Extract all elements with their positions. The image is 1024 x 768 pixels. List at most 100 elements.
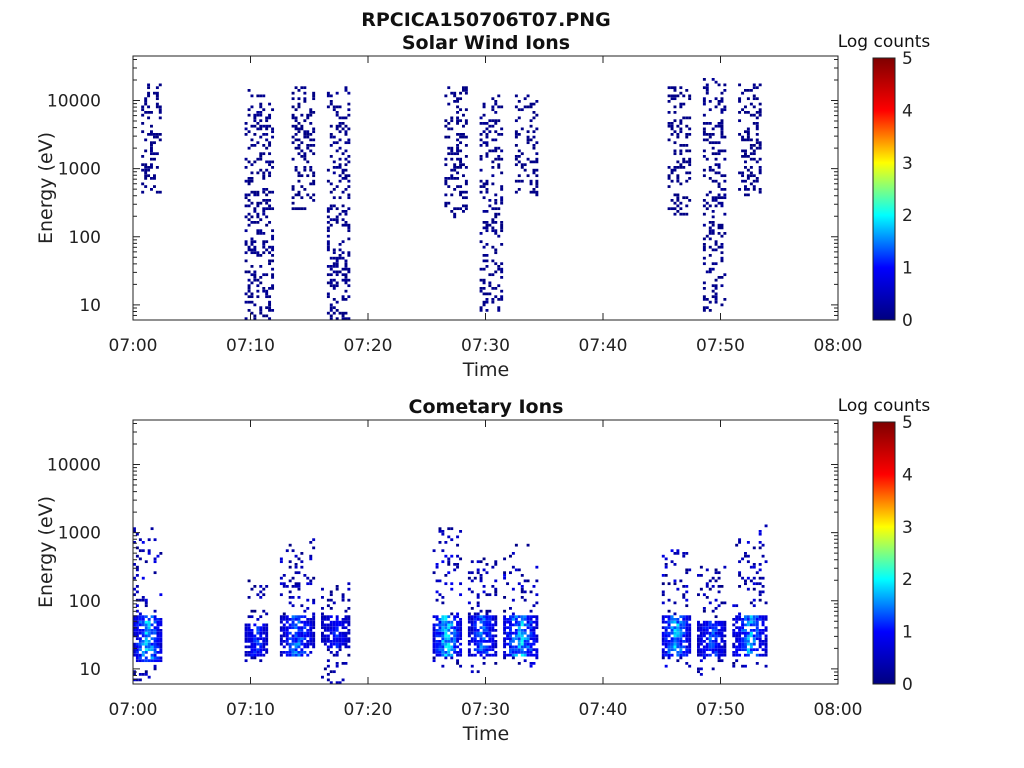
heatmap-cell <box>705 620 709 624</box>
heatmap-cell <box>746 648 750 652</box>
heatmap-cell <box>291 626 295 630</box>
heatmap-cell <box>456 185 460 188</box>
heatmap-cell <box>453 642 457 646</box>
heatmap-cell <box>464 135 468 139</box>
heatmap-cell <box>453 640 457 643</box>
heatmap-cell <box>326 215 330 219</box>
heatmap-cell <box>347 229 351 233</box>
x-tick-label: 08:00 <box>814 336 863 356</box>
heatmap-cell <box>147 116 151 120</box>
heatmap-cell <box>720 645 724 649</box>
heatmap-cell <box>735 640 739 643</box>
heatmap-cell <box>746 554 750 558</box>
heatmap-cell <box>761 618 765 621</box>
heatmap-cell <box>717 100 721 103</box>
heatmap-cell <box>720 135 724 139</box>
heatmap-cell <box>732 623 736 627</box>
heatmap-cell <box>141 163 145 167</box>
heatmap-cell <box>723 179 727 183</box>
heatmap-cell <box>141 640 145 643</box>
heatmap-cell <box>720 130 724 134</box>
heatmap-cell <box>288 618 292 621</box>
heatmap-cell <box>138 538 142 542</box>
heatmap-cell <box>673 612 677 616</box>
heatmap-cell <box>282 612 286 616</box>
heatmap-cell <box>755 620 759 624</box>
heatmap-cell <box>441 549 445 553</box>
heatmap-cell <box>312 171 316 175</box>
heatmap-cell <box>482 287 486 290</box>
heatmap-cell <box>738 571 742 575</box>
heatmap-cell <box>746 620 750 624</box>
heatmap-cell <box>679 127 683 131</box>
heatmap-cell <box>282 582 286 586</box>
heatmap-cell <box>676 618 680 621</box>
heatmap-cell <box>517 179 521 183</box>
heatmap-cell <box>159 552 163 555</box>
heatmap-cell <box>503 651 507 654</box>
heatmap-cell <box>147 659 151 663</box>
heatmap-cell <box>473 576 477 580</box>
heatmap-cell <box>661 648 665 652</box>
heatmap-cell <box>300 565 304 569</box>
y-tick-label: 10000 <box>47 92 101 112</box>
heatmap-cell <box>306 618 310 621</box>
heatmap-cell <box>135 574 139 577</box>
heatmap-cell <box>306 576 310 580</box>
heatmap-cell <box>259 113 263 117</box>
heatmap-cell <box>520 645 524 649</box>
heatmap-cell <box>265 292 269 296</box>
heatmap-cell <box>723 108 727 112</box>
heatmap-cell <box>250 629 254 632</box>
heatmap-cell <box>323 626 327 630</box>
heatmap-cell <box>262 207 266 211</box>
heatmap-cell <box>250 300 254 304</box>
heatmap-cell <box>344 174 348 178</box>
heatmap-cell <box>535 579 539 583</box>
heatmap-cell <box>464 179 468 183</box>
heatmap-cell <box>494 640 498 643</box>
heatmap-cell <box>688 97 692 101</box>
heatmap-cell <box>271 229 275 233</box>
heatmap-cell <box>271 284 275 288</box>
heatmap-cell <box>532 171 536 175</box>
heatmap-cell <box>250 295 254 299</box>
heatmap-cell <box>259 596 263 599</box>
heatmap-cell <box>485 651 489 654</box>
heatmap-cell <box>708 587 712 591</box>
heatmap-cell <box>329 645 333 649</box>
heatmap-cell <box>717 182 721 186</box>
heatmap-cell <box>250 281 254 285</box>
heatmap-cell <box>158 111 162 114</box>
heatmap-cell <box>297 626 301 630</box>
heatmap-cell <box>717 590 721 594</box>
heatmap-cell <box>256 229 260 233</box>
heatmap-cell <box>444 623 448 627</box>
heatmap-cell <box>667 166 671 169</box>
heatmap-cell <box>664 640 668 643</box>
heatmap-cell <box>453 94 457 98</box>
heatmap-cell <box>679 207 683 211</box>
heatmap-cell <box>253 634 257 638</box>
heatmap-cell <box>291 196 295 200</box>
heatmap-cell <box>271 207 275 211</box>
heatmap-cell <box>341 223 345 227</box>
heatmap-cell <box>482 620 486 624</box>
heatmap-cell <box>661 620 665 624</box>
heatmap-cell <box>532 130 536 134</box>
heatmap-cell <box>744 149 747 153</box>
heatmap-cell <box>332 218 336 222</box>
heatmap-cell <box>297 615 301 619</box>
heatmap-cell <box>470 607 474 610</box>
heatmap-cell <box>758 598 762 602</box>
heatmap-cell <box>253 276 257 279</box>
heatmap-cell <box>262 232 266 235</box>
heatmap-cell <box>685 598 689 602</box>
heatmap-cell <box>153 177 156 180</box>
heatmap-cell <box>676 94 680 98</box>
heatmap-cell <box>702 155 706 158</box>
heatmap-cell <box>720 251 724 255</box>
heatmap-cell <box>253 190 257 194</box>
heatmap-cell <box>741 629 745 632</box>
heatmap-cell <box>673 629 677 632</box>
